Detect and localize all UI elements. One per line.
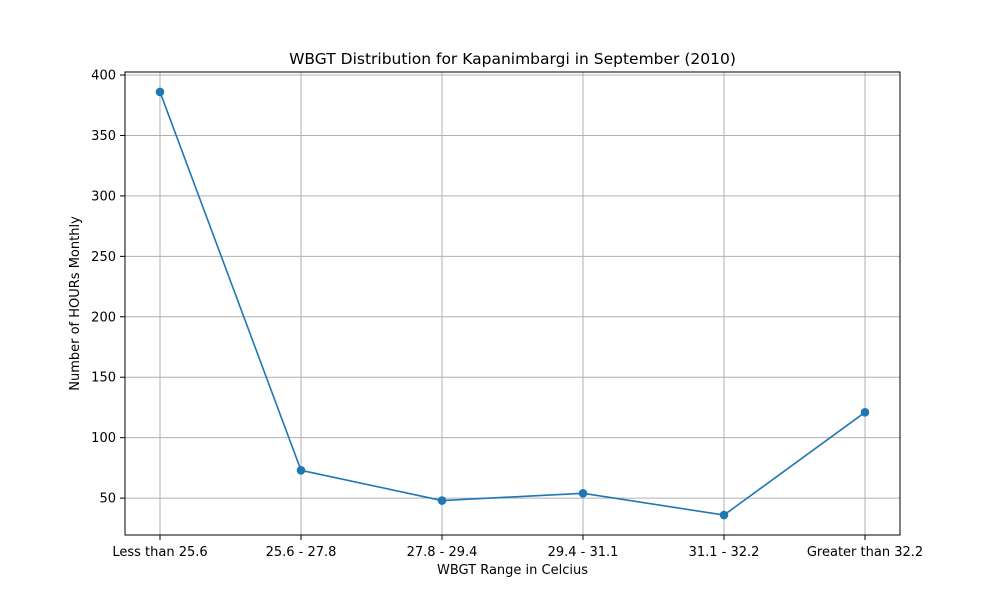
data-point xyxy=(296,466,306,475)
data-point xyxy=(437,496,447,505)
plot-area-frame xyxy=(124,71,901,536)
y-axis-label: Number of HOURs Monthly xyxy=(68,216,83,391)
y-tick-label: 50 xyxy=(99,492,116,507)
y-tick-label: 100 xyxy=(91,431,116,446)
y-tick-label: 300 xyxy=(91,189,116,204)
x-axis-label: WBGT Range in Celcius xyxy=(437,563,588,578)
y-tick-label: 400 xyxy=(91,69,116,84)
x-tick-label: 31.1 - 32.2 xyxy=(689,545,760,560)
data-point xyxy=(155,87,165,97)
y-tick-labels: 50 100 150 200 250 300 350 400 xyxy=(91,69,116,507)
data-point xyxy=(860,407,870,417)
y-tick-label: 350 xyxy=(91,129,116,144)
x-tick-label: Greater than 32.2 xyxy=(807,545,923,560)
x-tick-label: 29.4 - 31.1 xyxy=(548,545,619,560)
grid-lines xyxy=(125,72,900,535)
data-point xyxy=(578,488,588,498)
data-point xyxy=(719,510,729,520)
series-lines xyxy=(159,91,866,516)
x-tick-label: 27.8 - 29.4 xyxy=(407,545,478,560)
series-markers xyxy=(155,87,870,520)
chart-title: WBGT Distribution for Kapanimbargi in Se… xyxy=(289,50,736,68)
series-line xyxy=(159,91,866,516)
x-tick-labels: Less than 25.6 25.6 - 27.8 27.8 - 29.4 29.4… xyxy=(112,545,923,560)
x-tick-label: 25.6 - 27.8 xyxy=(266,545,337,560)
y-tick-label: 200 xyxy=(91,310,116,325)
x-tick-label: Less than 25.6 xyxy=(112,545,207,560)
axis-ticks xyxy=(120,74,866,540)
y-tick-label: 250 xyxy=(91,250,116,265)
y-tick-label: 150 xyxy=(91,371,116,386)
